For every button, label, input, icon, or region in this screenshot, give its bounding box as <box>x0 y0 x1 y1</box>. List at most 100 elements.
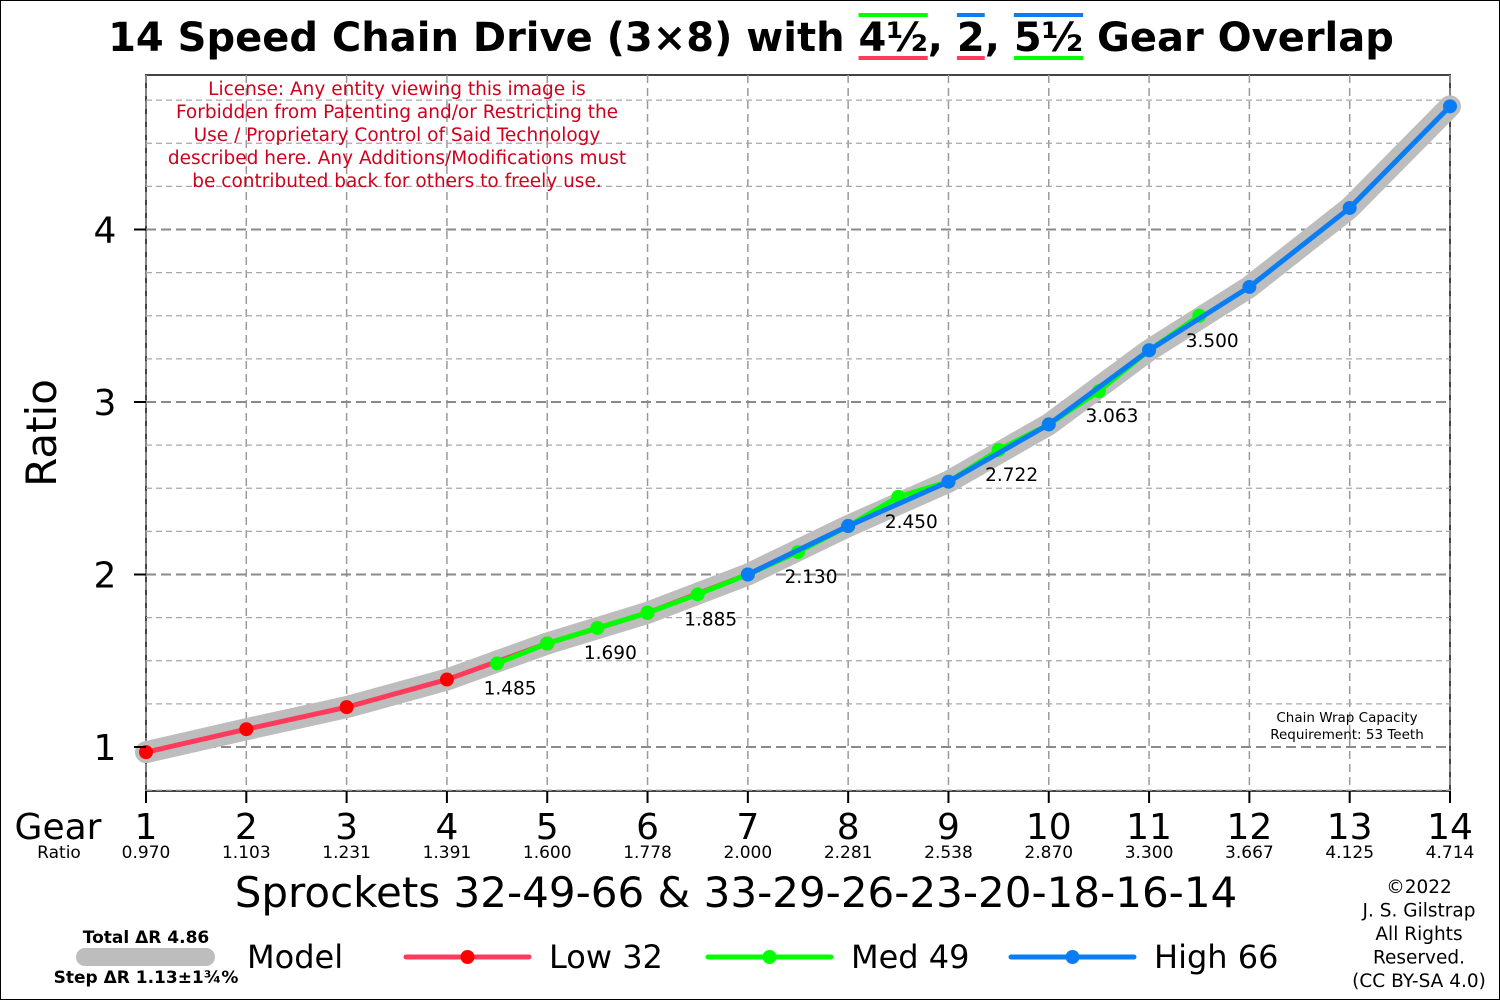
y-tick-label: 1 <box>94 728 117 769</box>
x-tick-label: 10 <box>1026 807 1072 848</box>
chart-title: 14 Speed Chain Drive (3×8) with 4½, 2, 5… <box>108 15 1394 61</box>
x-ratio-label: 1.391 <box>423 843 472 863</box>
x-tick-label: 13 <box>1327 807 1373 848</box>
x-ticks: 10.970 21.103 31.231 41.391 51.600 61.778 72.0… <box>122 791 1475 863</box>
license-line: Use / Proprietary Control of Said Techno… <box>194 125 601 146</box>
series-point-high-66 <box>1142 343 1157 358</box>
legend-label: Low 32 <box>549 938 663 976</box>
legend-label: High 66 <box>1154 938 1278 976</box>
title-prefix: 14 Speed Chain Drive (3×8) with <box>108 15 858 61</box>
title-suffix: Gear Overlap <box>1083 15 1394 61</box>
series-point-med-49 <box>540 636 555 651</box>
series-layer <box>139 99 1457 760</box>
copyright-line: J. S. Gilstrap <box>1362 901 1476 922</box>
data-label: 2.450 <box>885 512 938 533</box>
x-ratio-label: 3.300 <box>1125 843 1174 863</box>
x-tick-label: 12 <box>1226 807 1272 848</box>
annotations: 1.485 1.690 1.885 2.130 2.450 2.722 3.063 3.500 <box>484 331 1239 700</box>
x-tick-label: 4 <box>435 807 458 848</box>
legend-marker <box>1065 950 1080 964</box>
series-point-low-32 <box>139 745 153 760</box>
title-overlap-a: 4½ <box>859 15 928 61</box>
model-band <box>135 95 1461 764</box>
series-point-high-66 <box>1242 279 1257 294</box>
x-ratio-label: 0.970 <box>122 843 171 863</box>
series-point-med-49 <box>690 587 705 602</box>
x-axis-ratio-label: Ratio <box>37 843 81 863</box>
x-tick-label: 9 <box>937 807 960 848</box>
x-ratio-label: 3.667 <box>1225 843 1274 863</box>
copyright-line: ©2022 <box>1386 877 1452 898</box>
legend-total-label: Total ΔR 4.86 <box>83 928 209 948</box>
x-tick-label: 14 <box>1427 807 1473 848</box>
x-tick-label: 5 <box>536 807 559 848</box>
x-tick-label: 6 <box>636 807 659 848</box>
series-point-med-49 <box>640 605 655 620</box>
data-label: 1.485 <box>484 678 537 699</box>
legend-label: Med 49 <box>851 938 970 976</box>
license-line: Forbidden from Patenting and/or Restrict… <box>176 102 618 123</box>
x-ratio-label: 2.000 <box>724 843 773 863</box>
series-point-high-66 <box>841 519 856 534</box>
series-point-high-66 <box>1342 200 1357 215</box>
license-text: License: Any entity viewing this image i… <box>168 79 626 192</box>
data-label: 2.722 <box>985 465 1038 486</box>
title-sep-2: , <box>985 15 1014 61</box>
x-ratio-label: 2.538 <box>924 843 973 863</box>
legend-marker <box>762 950 777 964</box>
copyright-line: All Rights <box>1375 924 1462 945</box>
legend-model-label: Model <box>247 938 343 976</box>
x-tick-label: 3 <box>335 807 358 848</box>
legend-marker <box>460 950 475 964</box>
title-overlap-c: 5½ <box>1014 15 1083 61</box>
x-tick-label: 7 <box>736 807 759 848</box>
x-axis-gear-label: Gear <box>15 807 102 848</box>
x-ratio-label: 4.714 <box>1426 843 1475 863</box>
x-ratio-label: 1.778 <box>623 843 672 863</box>
x-tick-label: 11 <box>1126 807 1172 848</box>
series-point-low-32 <box>239 722 254 737</box>
data-label: 1.690 <box>584 643 637 664</box>
chain-wrap-line: Chain Wrap Capacity <box>1276 710 1417 726</box>
x-tick-label: 8 <box>837 807 860 848</box>
x-ratio-label: 1.231 <box>322 843 371 863</box>
series-point-high-66 <box>1443 99 1457 114</box>
series-point-high-66 <box>1041 417 1056 432</box>
series-point-high-66 <box>740 567 755 582</box>
copyright-line: (CC BY-SA 4.0) <box>1352 971 1486 992</box>
series-point-med-49 <box>590 620 605 635</box>
y-ticks: 1 2 3 4 <box>94 211 146 769</box>
series-point-med-49 <box>490 656 505 671</box>
x-ratio-label: 1.600 <box>523 843 572 863</box>
series-point-low-32 <box>339 700 354 715</box>
legend-step-label: Step ΔR 1.13±1¾% <box>54 968 239 988</box>
chain-wrap-line: Requirement: 53 Teeth <box>1270 727 1424 743</box>
y-tick-label: 2 <box>94 556 117 597</box>
x-ratio-label: 1.103 <box>222 843 271 863</box>
y-axis-label: Ratio <box>17 379 66 487</box>
license-line: License: Any entity viewing this image i… <box>208 79 586 100</box>
y-tick-label: 3 <box>94 383 117 424</box>
series-point-high-66 <box>941 474 956 489</box>
license-line: be contributed back for others to freely… <box>192 171 601 192</box>
license-line: described here. Any Additions/Modificati… <box>168 148 626 169</box>
x-ratio-label: 4.125 <box>1325 843 1374 863</box>
model-line <box>135 95 1461 764</box>
title-overlap-b: 2 <box>957 15 985 61</box>
title-sep-1: , <box>928 15 957 61</box>
x-tick-label: 2 <box>235 807 258 848</box>
copyright-line: Reserved. <box>1373 948 1465 969</box>
x-ratio-label: 2.870 <box>1024 843 1073 863</box>
data-label: 3.063 <box>1085 406 1138 427</box>
data-label: 3.500 <box>1186 331 1239 352</box>
legend: Total ΔR 4.86 Step ΔR 1.13±1¾% Model Low 32… <box>54 928 1279 988</box>
data-label: 1.885 <box>684 609 737 630</box>
x-ratio-label: 2.281 <box>824 843 873 863</box>
title-underlines <box>858 13 1084 60</box>
x-axis-label: Sprockets 32-49-66 & 33-29-26-23-20-18-1… <box>235 868 1238 917</box>
data-label: 2.130 <box>785 567 838 588</box>
